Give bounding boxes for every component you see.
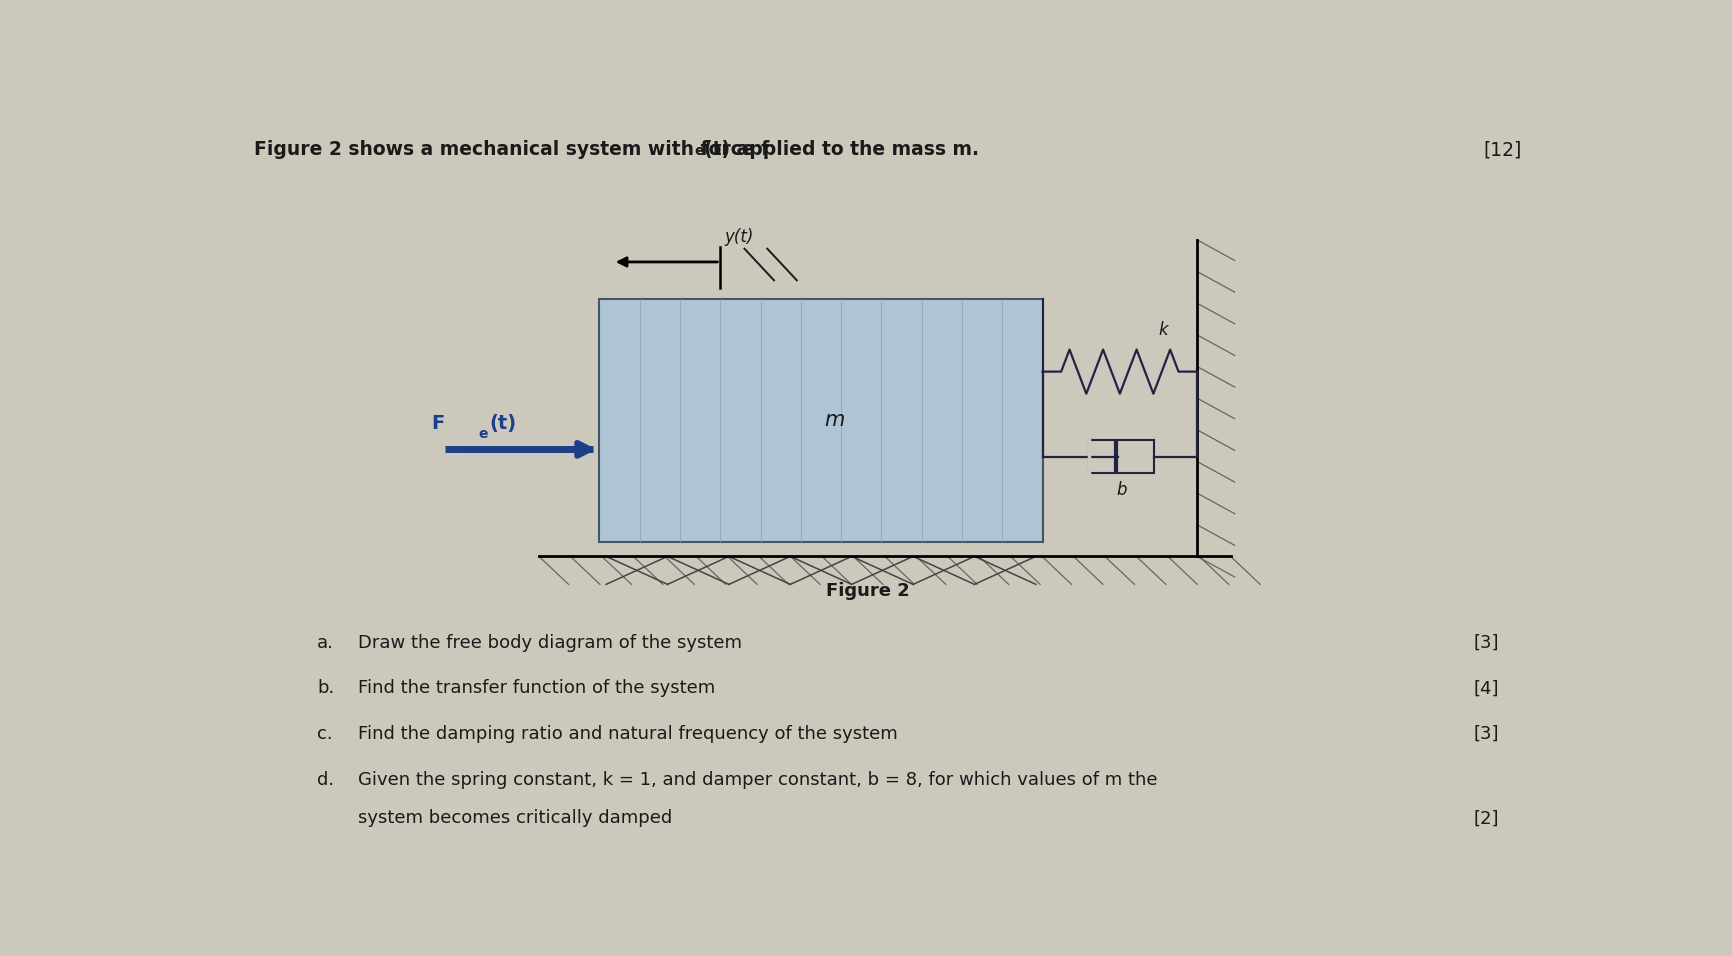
Text: k: k [1157, 320, 1167, 338]
Text: m: m [824, 410, 843, 430]
Text: d.: d. [317, 771, 334, 789]
Text: Find the transfer function of the system: Find the transfer function of the system [357, 680, 715, 697]
Text: [2]: [2] [1472, 810, 1498, 827]
Text: b: b [1115, 481, 1126, 499]
Text: b.: b. [317, 680, 334, 697]
Text: (t): (t) [488, 414, 516, 433]
Text: c.: c. [317, 725, 333, 743]
Text: Draw the free body diagram of the system: Draw the free body diagram of the system [357, 634, 741, 652]
Bar [599, 299, 1043, 542]
Text: F: F [431, 414, 445, 433]
Text: (t) applied to the mass m.: (t) applied to the mass m. [703, 141, 979, 160]
Text: system becomes critically damped: system becomes critically damped [357, 810, 672, 827]
Text: Figure 2 shows a mechanical system with force f: Figure 2 shows a mechanical system with … [255, 141, 769, 160]
Text: y(t): y(t) [724, 228, 753, 246]
Text: [4]: [4] [1472, 680, 1498, 697]
Bar [1088, 440, 1154, 473]
Text: e: e [695, 144, 703, 158]
Text: Given the spring constant, k = 1, and damper constant, b = 8, for which values o: Given the spring constant, k = 1, and da… [357, 771, 1157, 789]
Text: Figure 2: Figure 2 [826, 582, 909, 600]
Text: Find the damping ratio and natural frequency of the system: Find the damping ratio and natural frequ… [357, 725, 897, 743]
Text: e: e [478, 426, 488, 441]
Text: [12]: [12] [1483, 141, 1521, 160]
Text: [3]: [3] [1472, 725, 1498, 743]
Text: a.: a. [317, 634, 334, 652]
Text: [3]: [3] [1472, 634, 1498, 652]
